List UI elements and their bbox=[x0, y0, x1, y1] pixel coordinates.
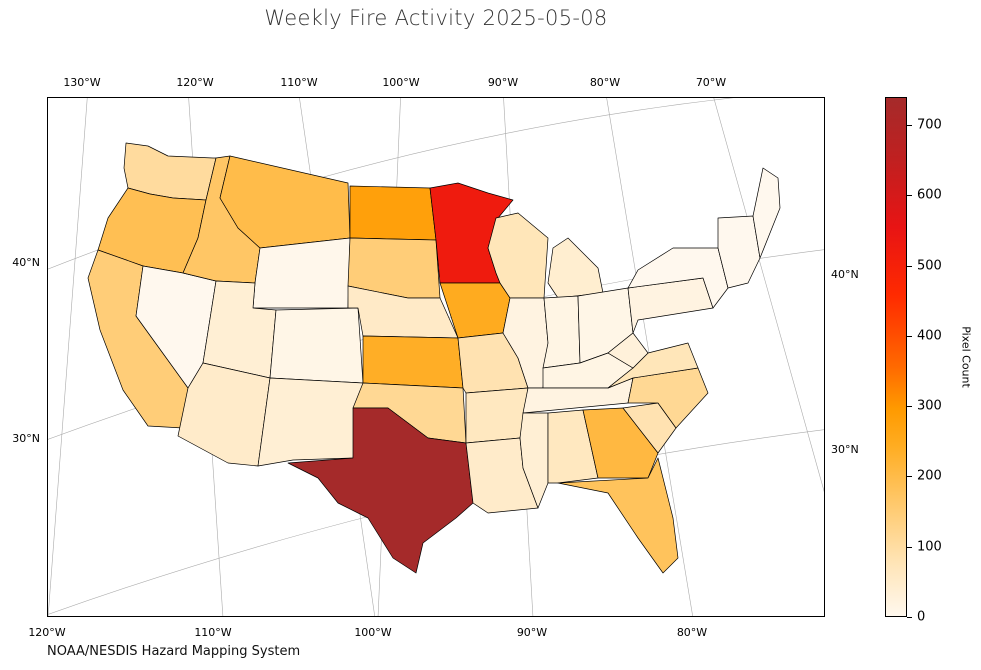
top-lon-tick: 120°W bbox=[176, 76, 214, 89]
right-lat-tick: 40°N bbox=[831, 268, 859, 281]
colorbar-tick-label: 500 bbox=[917, 258, 942, 274]
colorbar-tick bbox=[907, 195, 912, 197]
state-kansas: Kansas: 240 bbox=[362, 335, 464, 389]
right-lat-tick: 30°N bbox=[831, 443, 859, 456]
map-frame: Washington: 110Oregon: 190California: 15… bbox=[47, 97, 825, 617]
colorbar-tick-label: 700 bbox=[917, 117, 942, 133]
state-michigan: Michigan: 45 bbox=[547, 237, 604, 299]
bottom-lon-tick: 100°W bbox=[354, 626, 392, 639]
bottom-lon-tick: 120°W bbox=[28, 626, 66, 639]
state-wyoming: Wyoming: 5 bbox=[252, 237, 351, 309]
colorbar-tick-label: 600 bbox=[917, 187, 942, 203]
top-lon-tick: 80°W bbox=[589, 76, 621, 89]
state-georgia: Georgia: 210 bbox=[582, 407, 659, 479]
top-lon-tick: 130°W bbox=[63, 76, 101, 89]
us-states-map: Washington: 110Oregon: 190California: 15… bbox=[48, 98, 824, 616]
data-source-credit: NOAA/NESDIS Hazard Mapping System bbox=[47, 644, 301, 659]
state-florida: Florida: 180 bbox=[557, 457, 679, 574]
state-arkansas: Arkansas: 70 bbox=[465, 387, 529, 444]
state-alabama: Alabama: 70 bbox=[547, 409, 599, 484]
state-new-york: New York: 0 bbox=[627, 247, 729, 309]
state-texas: Texas: 740 bbox=[287, 407, 474, 574]
top-lon-tick: 110°W bbox=[280, 76, 318, 89]
left-lat-tick: 30°N bbox=[12, 432, 40, 445]
colorbar-tick-label: 200 bbox=[917, 468, 942, 484]
map-title: Weekly Fire Activity 2025-05-08 bbox=[264, 6, 608, 30]
left-lat-tick: 40°N bbox=[12, 256, 40, 269]
top-lon-tick: 90°W bbox=[487, 76, 519, 89]
colorbar-tick bbox=[907, 546, 912, 548]
state-indiana: Indiana: 15 bbox=[542, 295, 581, 369]
top-lon-tick: 70°W bbox=[695, 76, 727, 89]
colorbar-tick bbox=[907, 335, 912, 337]
colorbar-tick-label: 300 bbox=[917, 398, 942, 414]
top-lon-tick: 100°W bbox=[382, 76, 420, 89]
state-west-virginia: West Virginia: 30 bbox=[607, 332, 649, 369]
colorbar-label: Pixel Count bbox=[959, 326, 973, 388]
colorbar-tick bbox=[907, 617, 912, 618]
colorbar-tick-label: 100 bbox=[917, 539, 942, 555]
colorbar bbox=[885, 97, 907, 617]
colorbar-tick bbox=[907, 125, 912, 127]
bottom-lon-tick: 90°W bbox=[516, 626, 548, 639]
state-maine: Maine: 0 bbox=[752, 167, 781, 259]
bottom-lon-tick: 80°W bbox=[676, 626, 708, 639]
state-north-dakota: North Dakota: 300 bbox=[349, 185, 437, 241]
state-colorado: Colorado: 10 bbox=[269, 307, 364, 384]
colorbar-tick bbox=[907, 476, 912, 478]
bottom-lon-tick: 110°W bbox=[194, 626, 232, 639]
colorbar-tick bbox=[907, 406, 912, 408]
state-new-mexico: New Mexico: 40 bbox=[257, 377, 364, 467]
colorbar-tick-label: 0 bbox=[917, 609, 926, 625]
colorbar-tick bbox=[907, 265, 912, 267]
colorbar-tick-label: 400 bbox=[917, 328, 942, 344]
